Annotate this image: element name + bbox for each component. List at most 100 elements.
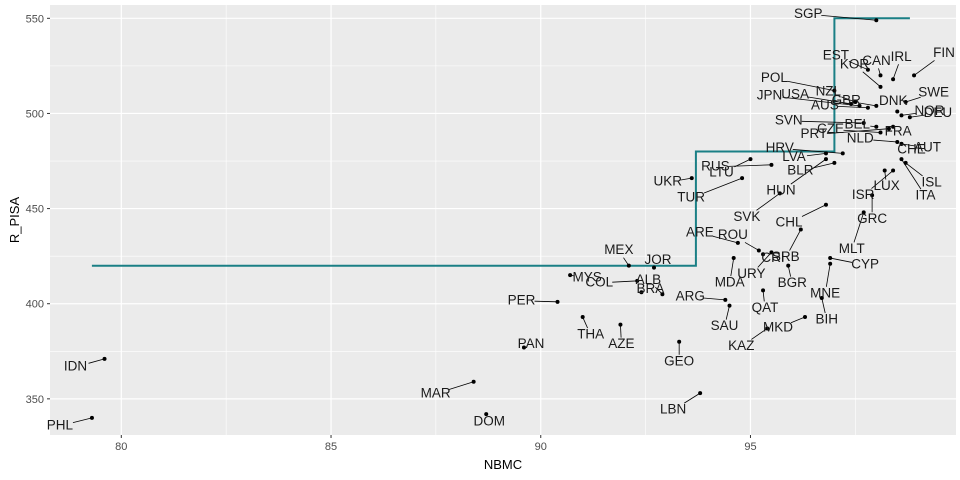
point-label-aze: AZE [608,336,634,351]
point-label-sau: SAU [711,318,739,333]
y-tick-label: 450 [26,204,44,216]
leader-line-ltu [734,158,751,168]
leader-line-mda [730,257,735,277]
point-label-hrv: HRV [766,140,794,155]
point-label-swe: SWE [918,85,949,100]
y-tick-label: 550 [26,13,44,25]
point-est [865,67,870,72]
leader-line-col [612,280,638,283]
step-line [91,17,910,267]
leader-line-sau [725,305,730,320]
leader-line-svk [756,193,781,211]
leader-line-lva [806,153,827,157]
leader-line-srb [789,229,802,251]
point-label-pan: PAN [518,336,545,351]
point-kaz [765,326,770,331]
point-label-fin: FIN [933,45,955,60]
point-label-rou: ROU [718,227,748,242]
x-tick-label: 95 [744,441,756,453]
x-tick-label: 90 [535,441,547,453]
point-bih [819,296,824,301]
leader-line-jpn [782,96,860,107]
point-label-ukr: UKR [653,174,682,189]
point-ury [769,250,774,255]
point-label-are: ARE [686,224,714,239]
point-label-ita: ITA [915,188,935,203]
point-label-alb: ALB [636,272,662,287]
point-label-tur: TUR [677,190,705,205]
y-tick-label: 500 [26,108,44,120]
major-gridlines [50,5,956,435]
point-are [735,240,740,245]
point-label-aus: AUS [811,97,839,112]
leader-line-ury [757,252,772,268]
leader-line-idn [88,358,105,364]
point-label-blr: BLR [787,162,814,177]
point-can [878,73,883,78]
leader-line-aze [620,324,622,338]
point-label-jpn: JPN [757,87,783,102]
point-aus [865,105,870,110]
point-lva [823,151,828,156]
point-lbn [698,391,703,396]
point-label-lbn: LBN [660,402,686,417]
point-nzl [853,100,858,105]
point-label-svn: SVN [775,113,803,128]
point-hrv [840,151,845,156]
point-label-ury: URY [737,266,765,281]
point-label-bel: BEL [845,116,871,131]
x-tick-label: 80 [115,441,127,453]
point-mda [731,256,736,261]
point-prt [886,126,891,131]
point-per [555,299,560,304]
leader-line-isr [871,170,894,189]
point-blr [832,160,837,165]
leader-line-aus [837,105,868,109]
point-label-cyp: CYP [851,257,879,272]
leader-line-arg [703,297,726,301]
point-label-mne: MNE [810,285,840,300]
point-label-usa: USA [781,87,809,102]
point-svk [777,191,782,196]
point-label-kor: KOR [840,56,870,71]
point-label-rus: RUS [701,158,730,173]
point-label-idn: IDN [64,358,87,373]
point-nor [899,113,904,118]
point-label-deu: DEU [924,105,953,120]
point-label-arg: ARG [676,288,705,303]
point-label-est: EST [823,47,849,62]
point-fra [891,124,896,129]
point-jor [652,265,656,270]
point-mlt [861,210,866,215]
leader-line-hun [790,158,827,185]
point-pan [521,345,526,350]
point-label-chl: CHL [775,214,802,229]
point-label-jor: JOR [645,252,672,267]
leader-line-mne [825,263,831,287]
point-label-mkd: MKD [763,320,793,335]
point-tha [580,315,585,320]
point-pol [832,88,837,93]
point-label-hun: HUN [766,183,795,198]
leader-line-fin [913,60,935,76]
data-points [89,18,917,420]
x-axis-title: NBMC [484,457,522,472]
point-label-qat: QAT [752,300,779,315]
point-label-svk: SVK [733,209,760,224]
leader-line-chl [801,204,827,217]
point-cyp [828,256,833,261]
point-nld [895,139,900,144]
point-label-mys: MYS [572,270,601,285]
point-rou [756,248,761,253]
point-ltu [748,157,753,162]
label-leader-lines [72,14,935,424]
point-sau [727,303,732,308]
point-label-nld: NLD [847,131,874,146]
point-label-nzl: NZL [816,84,842,99]
leader-line-sgp [821,14,877,21]
point-gbr [874,103,879,108]
point-mex [626,263,631,268]
point-qat [761,288,766,293]
point-label-mlt: MLT [839,241,865,256]
point-label-col: COL [585,274,613,289]
